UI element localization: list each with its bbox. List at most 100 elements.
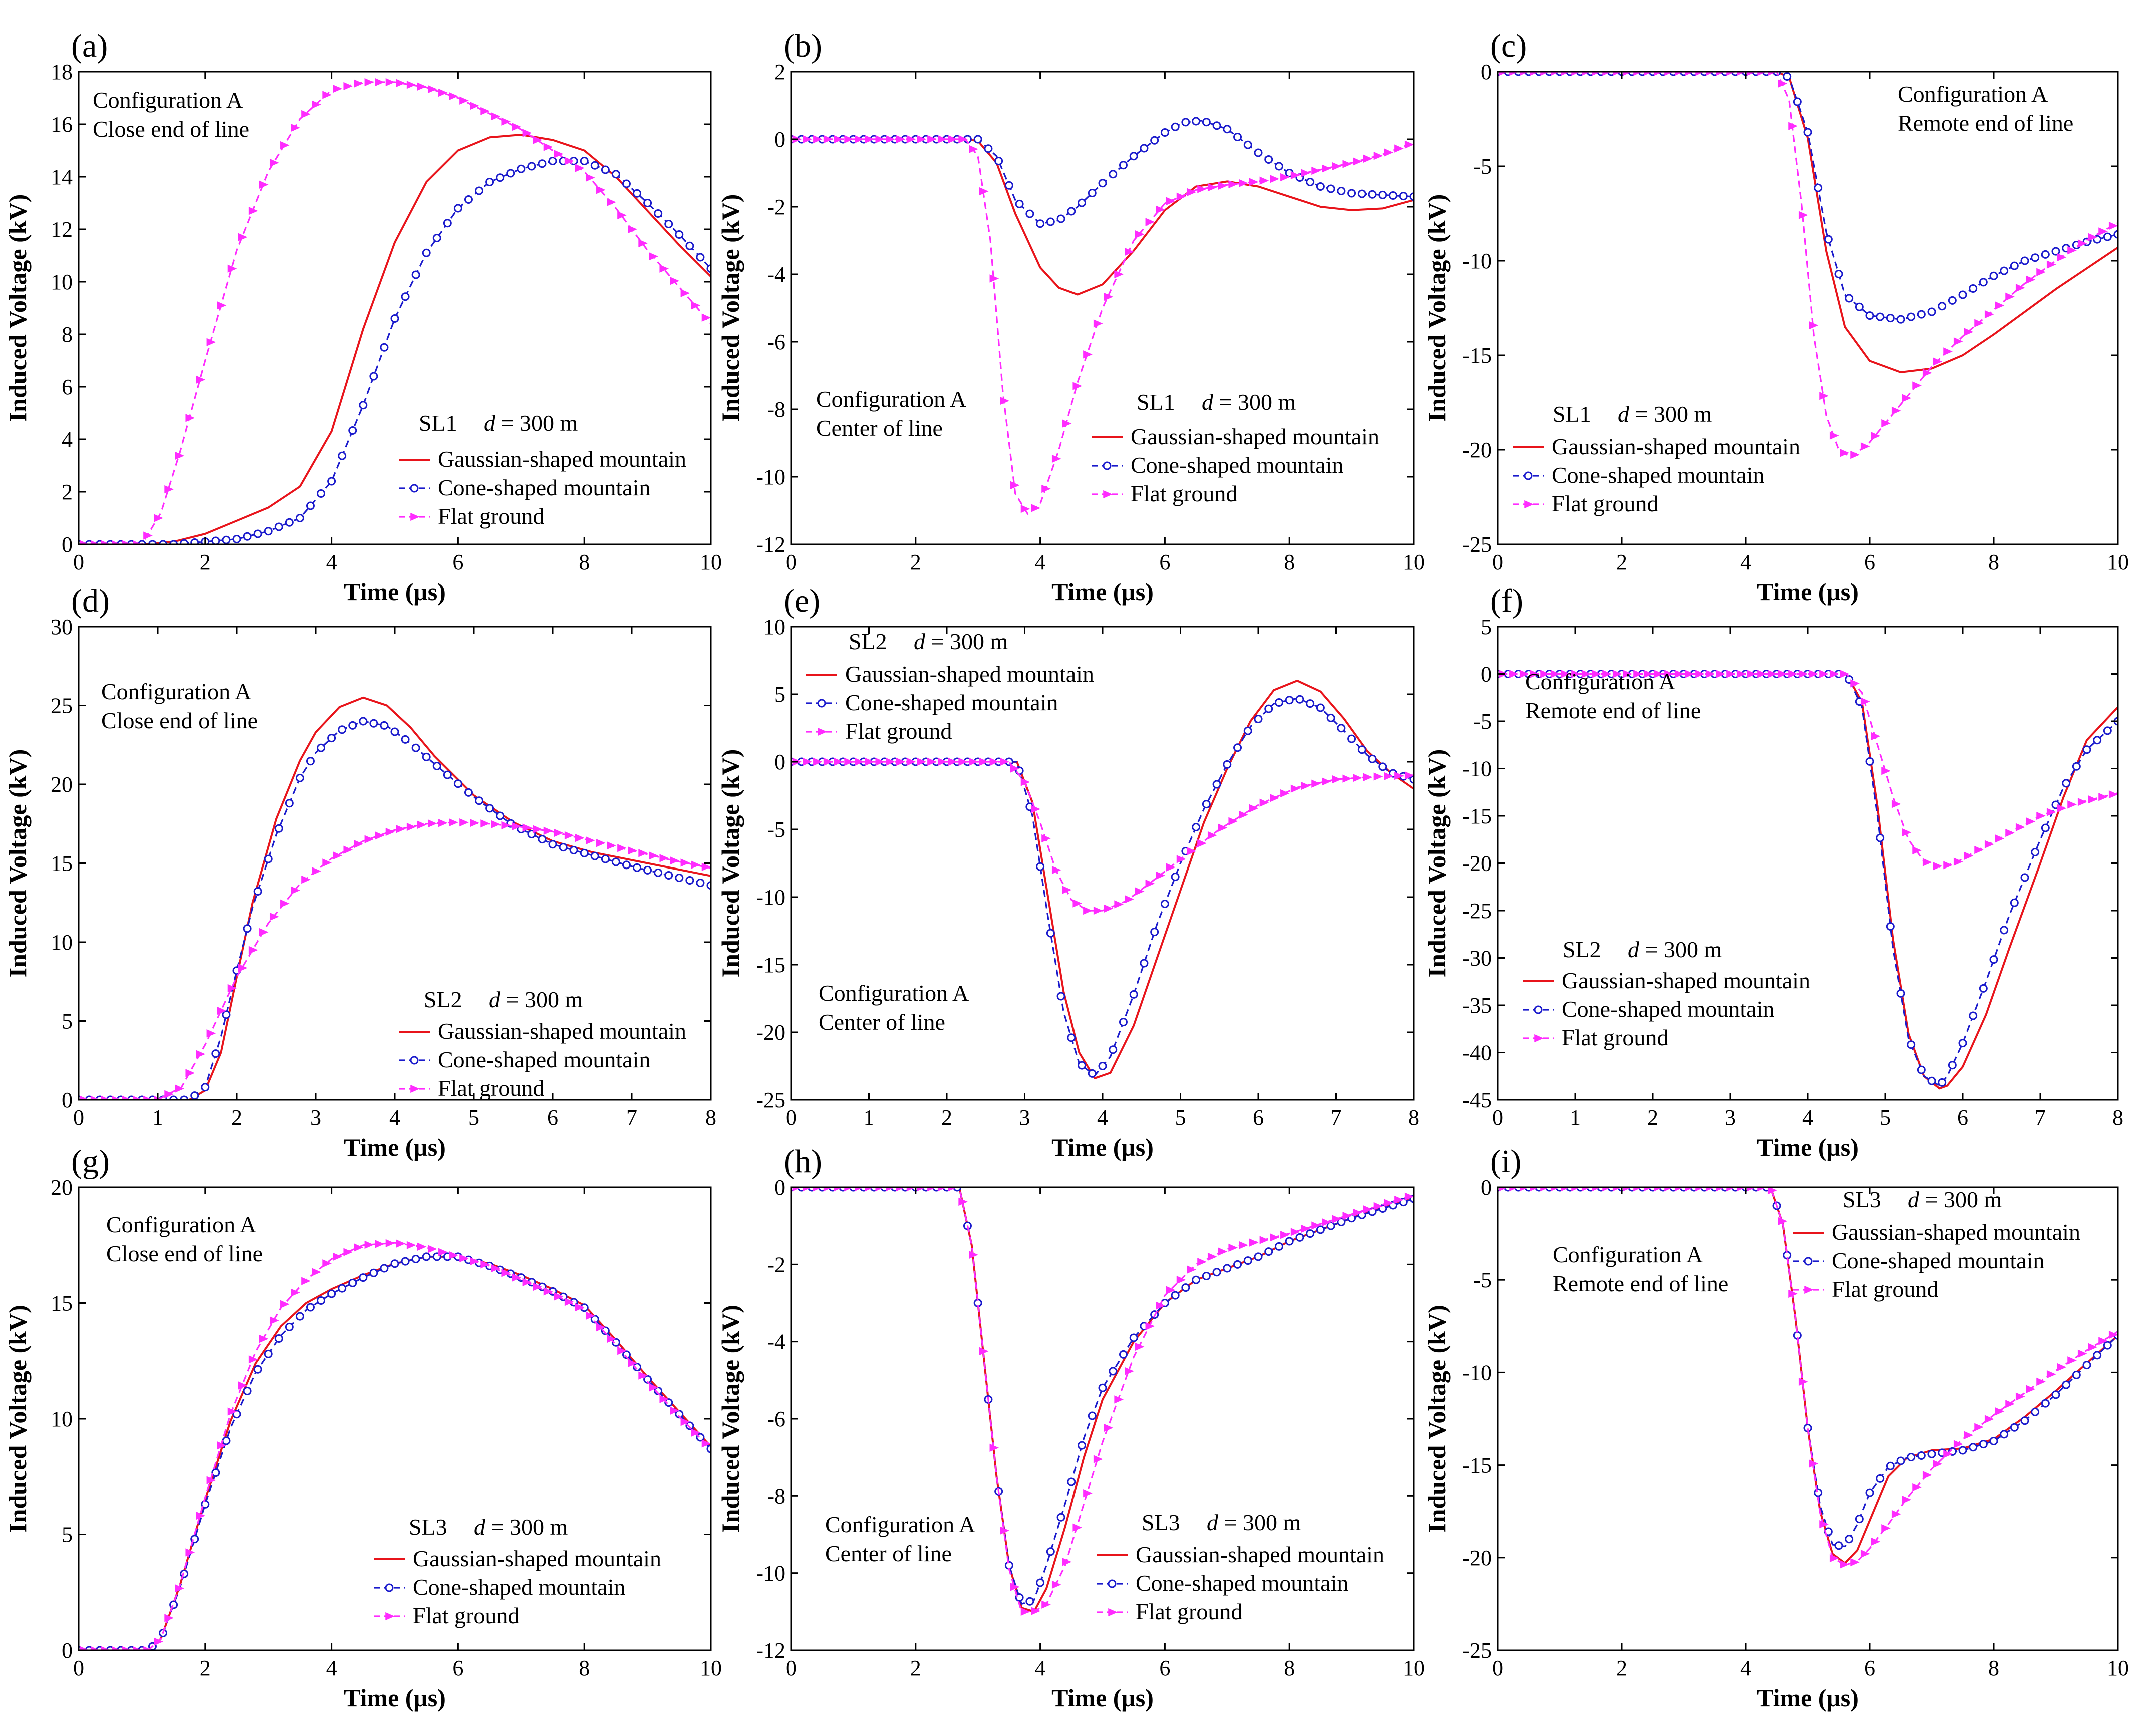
marker-cone [253, 1365, 262, 1374]
y-tick-label: -30 [1462, 946, 1492, 971]
marker-flat [259, 928, 269, 937]
marker-flat [2036, 268, 2046, 276]
y-tick-label: -20 [1462, 438, 1492, 462]
marker-cone [1907, 312, 1916, 321]
marker-flat [1612, 1187, 1622, 1192]
marker-cone [1233, 743, 1242, 752]
series-line-gaussian [79, 696, 711, 1100]
x-tick-label: 6 [1159, 550, 1170, 574]
marker-flat [1311, 166, 1321, 175]
marker-flat [701, 1439, 711, 1448]
marker-flat [417, 82, 427, 91]
marker-flat [1519, 670, 1529, 678]
marker-cone [1347, 734, 1356, 743]
marker-cone [159, 540, 168, 544]
location-label: Close end of line [93, 116, 249, 142]
marker-cone [369, 372, 378, 381]
marker-flat [1984, 1415, 1994, 1423]
marker-flat [1943, 1450, 1953, 1458]
marker-flat [291, 886, 300, 895]
marker-cone [1896, 989, 1905, 998]
marker-flat [1000, 757, 1009, 766]
marker-cone [1129, 990, 1138, 999]
marker-cone [1274, 162, 1283, 171]
marker-flat [1788, 122, 1798, 130]
marker-flat [1602, 670, 1612, 678]
marker-flat [522, 129, 532, 137]
marker-flat [522, 823, 532, 832]
marker-flat [280, 141, 290, 150]
marker-cone [622, 860, 631, 870]
y-tick-label: -40 [1462, 1041, 1492, 1065]
legend-marker-flat [410, 512, 420, 521]
marker-flat [343, 845, 353, 854]
marker-flat [844, 135, 854, 144]
y-tick-label: 2 [774, 60, 785, 84]
marker-flat [628, 225, 637, 234]
marker-flat [1166, 197, 1176, 205]
marker-cone [264, 527, 273, 536]
marker-flat [554, 150, 564, 158]
marker-cone [1927, 307, 1936, 316]
y-axis-label: Induced Voltage (kV) [716, 194, 744, 422]
marker-cone [1938, 1078, 1947, 1087]
configuration-label: Configuration A [1553, 1242, 1703, 1267]
marker-flat [1819, 670, 1829, 678]
marker-flat [1404, 1192, 1414, 1201]
marker-flat [1571, 670, 1581, 678]
marker-flat [1519, 1187, 1529, 1192]
marker-flat [1716, 670, 1726, 678]
marker-cone [1337, 724, 1346, 733]
marker-flat [1922, 369, 1932, 377]
x-tick-label: 0 [1492, 1105, 1503, 1130]
marker-flat [491, 820, 501, 828]
marker-flat [238, 1381, 248, 1390]
marker-flat [1145, 218, 1155, 226]
marker-cone [380, 1264, 389, 1273]
marker-flat [322, 91, 332, 99]
marker-cone [190, 538, 199, 544]
marker-cone [295, 1312, 304, 1321]
marker-flat [406, 1241, 416, 1249]
marker-cone [496, 811, 505, 820]
marker-cone [243, 532, 252, 541]
x-tick-label: 0 [786, 1105, 797, 1130]
y-tick-label: -20 [1462, 851, 1492, 876]
series-line-flat [1498, 72, 2118, 458]
configuration-label: Configuration A [1525, 669, 1675, 694]
marker-flat [969, 1250, 978, 1259]
marker-cone [380, 343, 389, 352]
marker-flat [164, 485, 174, 494]
marker-flat [1499, 72, 1509, 76]
marker-cone [243, 1386, 252, 1395]
x-tick-label: 2 [200, 550, 211, 574]
marker-cone [422, 248, 431, 257]
marker-flat [1974, 319, 1984, 327]
marker-flat [1736, 1187, 1746, 1192]
configuration-label: Configuration A [101, 679, 251, 704]
marker-flat [1135, 887, 1145, 896]
legend-label-gaussian: Gaussian-shaped mountain [1832, 1219, 2080, 1245]
marker-flat [1840, 1560, 1850, 1569]
marker-cone [1989, 955, 1998, 964]
marker-flat [196, 375, 206, 384]
marker-flat [691, 1428, 701, 1437]
x-tick-label: 7 [1331, 1105, 1342, 1130]
marker-flat [1995, 301, 2005, 310]
marker-cone [1098, 1062, 1107, 1070]
marker-flat [1612, 670, 1622, 678]
marker-flat [333, 851, 343, 860]
marker-flat [364, 1240, 374, 1249]
marker-cone [1855, 302, 1864, 311]
y-tick-label: -6 [767, 1407, 785, 1431]
panel-label: (i) [1490, 1143, 1521, 1180]
marker-cone [984, 144, 993, 153]
marker-flat [1902, 828, 1912, 837]
marker-flat [906, 757, 916, 766]
marker-cone [274, 1334, 283, 1343]
x-tick-label: 5 [468, 1105, 479, 1130]
series-gaussian [791, 680, 1414, 1079]
legend-marker-cone [410, 1056, 419, 1065]
x-tick-label: 10 [700, 1656, 722, 1680]
location-label: Center of line [825, 1541, 952, 1566]
